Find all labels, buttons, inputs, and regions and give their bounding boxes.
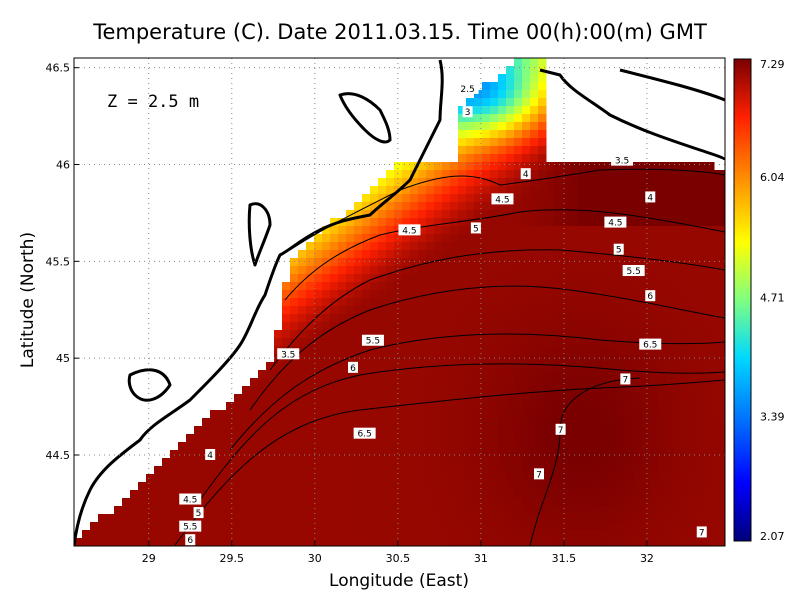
y-tick-label: 46 xyxy=(56,159,70,172)
contour-lines xyxy=(174,168,725,546)
colorbar xyxy=(733,58,752,542)
x-tick-label: 30 xyxy=(308,552,322,565)
contour-label: 7 xyxy=(555,423,566,436)
contour-line xyxy=(289,168,725,251)
contour-line xyxy=(269,249,725,371)
contour-label: 4.5 xyxy=(491,193,514,205)
contour-line xyxy=(249,285,725,411)
contour-label-text: 4.5 xyxy=(608,219,622,229)
colorbar-label: 6.04 xyxy=(760,171,785,184)
contour-line xyxy=(174,379,725,546)
contour-label: 5 xyxy=(193,507,204,519)
contour-label: 5.5 xyxy=(179,520,202,533)
y-tick-label: 44.5 xyxy=(46,449,71,462)
contour-label-text: 3.5 xyxy=(615,157,629,167)
chart-title: Temperature (C). Date 2011.03.15. Time 0… xyxy=(92,20,707,44)
colorbar-label: 4.71 xyxy=(760,291,785,304)
x-tick-label: 29 xyxy=(142,552,156,565)
contour-label: 7 xyxy=(696,526,707,538)
x-axis-ticks: 29 29.5 30 30.5 31 31.5 32 xyxy=(142,541,654,565)
contour-label-text: 5.5 xyxy=(183,523,197,533)
contour-label: 4 xyxy=(520,168,531,180)
coastline-path xyxy=(539,68,725,161)
coastline-path xyxy=(247,202,272,267)
plot-area: 2.5 3 3.5 4 4.5 4 4.5 4.5 5 5 5.5 6 3.5 5.5 6.5 6 7 6.5 7 4… xyxy=(74,58,725,546)
contour-label: 5 xyxy=(470,222,481,234)
contour-label: 3 xyxy=(462,106,473,118)
contour-label-text: 4.5 xyxy=(495,195,509,205)
contour-label: 7 xyxy=(620,373,631,385)
contour-label-text: 4 xyxy=(647,193,653,203)
x-tick-label: 31.5 xyxy=(552,552,577,565)
contour-label: 7 xyxy=(534,468,544,480)
contour-label-text: 7 xyxy=(699,528,705,538)
coastline-path xyxy=(127,368,172,402)
coastline-path xyxy=(338,92,392,144)
temperature-field xyxy=(74,58,725,546)
contour-label: 5.5 xyxy=(361,334,384,347)
contour-label-text: 5 xyxy=(616,246,622,256)
depth-label: Z = 2.5 m xyxy=(107,92,199,112)
contour-line xyxy=(284,209,725,301)
contour-label-text: 6 xyxy=(187,536,193,546)
contour-label-text: 5.5 xyxy=(626,267,640,277)
y-axis-ticks: 44.5 45 45.5 46 46.5 xyxy=(46,62,79,462)
contour-label-text: 4 xyxy=(523,170,529,180)
contour-label: 4.5 xyxy=(604,216,627,229)
y-tick-label: 45 xyxy=(56,352,70,365)
x-axis-title: Longitude (East) xyxy=(329,571,469,591)
contour-label: 4.5 xyxy=(398,224,421,236)
coastline xyxy=(74,59,725,546)
contour-label: 6.5 xyxy=(353,427,376,440)
contour-label: 6 xyxy=(185,534,196,546)
grid-lines xyxy=(74,58,725,546)
contour-label-text: 7 xyxy=(536,470,542,480)
contour-label: 4.5 xyxy=(179,493,202,506)
contour-label-text: 5 xyxy=(196,509,202,519)
contour-label-text: 4.5 xyxy=(402,226,416,236)
coastline-path xyxy=(74,59,444,546)
contour-label: 4 xyxy=(645,191,656,203)
contour-label-text: 4 xyxy=(207,451,213,461)
coastline-path xyxy=(619,68,725,102)
contour-label-text: 4.5 xyxy=(183,496,197,506)
contour-label: 6 xyxy=(645,290,656,302)
contour-label: 3.5 xyxy=(277,348,300,360)
contour-label-text: 2.5 xyxy=(460,85,474,95)
y-axis-title: Latitude (North) xyxy=(18,232,38,368)
contour-label-text: 5.5 xyxy=(366,337,380,347)
contour-label: 5.5 xyxy=(622,265,645,277)
contour-label: 2.5 xyxy=(456,82,479,95)
contour-labels: 2.5 3 3.5 4 4.5 4 4.5 4.5 5 5 5.5 6 3.5 5.5 6.5 6 7 6.5 7 4… xyxy=(179,82,707,546)
y-tick-label: 45.5 xyxy=(46,255,71,268)
contour-label-text: 6.5 xyxy=(643,341,657,351)
contour-label: 3.5 xyxy=(611,154,634,167)
contour-label: 4 xyxy=(205,448,216,461)
contour-label-text: 3.5 xyxy=(281,350,295,360)
x-tick-label: 31 xyxy=(474,552,488,565)
colorbar-labels: 7.29 6.04 4.71 3.39 2.07 xyxy=(760,58,785,543)
contour-label: 6 xyxy=(348,361,358,374)
x-tick-label: 30.5 xyxy=(386,552,411,565)
contour-line xyxy=(199,363,725,501)
colorbar-label: 2.07 xyxy=(760,530,785,543)
x-tick-label: 32 xyxy=(640,552,654,565)
contour-label-text: 7 xyxy=(558,426,564,436)
contour-label-text: 6 xyxy=(350,364,356,374)
colorbar-label: 7.29 xyxy=(760,58,785,71)
contour-label-text: 5 xyxy=(473,224,479,234)
plot-frame xyxy=(73,57,726,547)
contour-label-text: 3 xyxy=(465,108,471,118)
contour-label-text: 6 xyxy=(647,292,653,302)
contour-label-text: 7 xyxy=(622,375,628,385)
y-tick-label: 46.5 xyxy=(46,62,71,75)
colorbar-label: 3.39 xyxy=(760,411,785,424)
contour-label: 6.5 xyxy=(639,338,662,351)
contour-label-text: 6.5 xyxy=(357,430,371,440)
x-tick-label: 29.5 xyxy=(220,552,245,565)
contour-label: 5 xyxy=(613,243,624,256)
